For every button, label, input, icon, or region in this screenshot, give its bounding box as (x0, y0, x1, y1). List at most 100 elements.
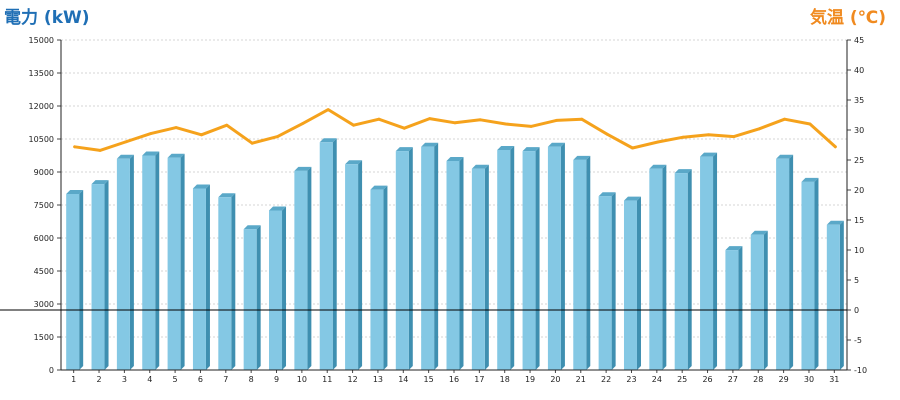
x-tick-label: 17 (474, 375, 484, 384)
temperature-point (377, 117, 381, 121)
bar-top (700, 152, 718, 157)
temperature-point (504, 122, 508, 126)
bar-top (649, 164, 667, 169)
bar-top (218, 193, 236, 198)
x-tick-label: 15 (424, 375, 434, 384)
x-tick-label: 13 (373, 375, 383, 384)
bar-top (269, 206, 287, 211)
bar (674, 173, 688, 370)
bar-side (256, 225, 261, 370)
bar (547, 146, 561, 370)
bar (218, 197, 232, 370)
x-tick-label: 2 (96, 375, 101, 384)
bar-top (826, 220, 844, 225)
bar-side (205, 184, 210, 370)
x-tick-label: 20 (550, 375, 560, 384)
temperature-point (529, 125, 533, 128)
left-tick-label: 4500 (34, 267, 54, 276)
bar (91, 184, 105, 370)
left-tick-label: 9000 (34, 168, 54, 177)
bar-top (776, 154, 794, 159)
bar-top (725, 246, 743, 251)
bar (116, 158, 130, 370)
bar (750, 234, 764, 370)
x-tick-label: 11 (322, 375, 332, 384)
bar-top (446, 157, 464, 161)
x-tick-label: 6 (198, 375, 203, 384)
bar-side (180, 153, 185, 370)
left-tick-label: 1500 (34, 333, 54, 342)
bar-side (79, 190, 84, 370)
temperature-point (200, 133, 203, 137)
x-tick-label: 27 (728, 375, 738, 384)
x-tick-label: 19 (525, 375, 535, 384)
bar-side (560, 142, 565, 370)
bar-side (510, 146, 515, 370)
temperature-point (732, 135, 736, 139)
left-tick-label: 12000 (29, 102, 54, 111)
bar-top (801, 177, 819, 182)
bar-top (294, 166, 312, 171)
x-tick-label: 5 (173, 375, 178, 384)
temperature-point (98, 149, 102, 152)
x-tick-label: 30 (804, 375, 814, 384)
left-tick-label: 0 (49, 366, 54, 375)
bar-top (623, 196, 641, 201)
bar-side (358, 160, 363, 370)
temperature-point (605, 132, 609, 136)
x-tick-label: 14 (398, 375, 408, 384)
bar (649, 168, 663, 370)
left-tick-label: 3000 (34, 300, 54, 309)
temperature-point (833, 145, 837, 149)
bar-side (713, 152, 718, 370)
bar-side (687, 169, 692, 370)
x-tick-label: 21 (576, 375, 586, 384)
bar-top (345, 160, 363, 165)
temperature-line (73, 108, 837, 152)
bar (319, 142, 333, 370)
bar-top (750, 230, 768, 235)
bar-top (522, 147, 540, 152)
left-tick-label: 15000 (29, 36, 54, 45)
bar (700, 156, 714, 370)
x-tick-label: 8 (249, 375, 254, 384)
bar (395, 151, 409, 370)
bar-side (814, 177, 819, 370)
temperature-point (73, 145, 77, 149)
temperature-point (478, 118, 482, 122)
bar-side (332, 138, 337, 370)
temperature-point (352, 123, 355, 127)
left-axis-title: 電力 (kW) (4, 8, 90, 28)
x-tick-label: 29 (779, 375, 789, 384)
temperature-point (631, 146, 634, 150)
bar-top (497, 146, 515, 150)
temperature-point (681, 135, 685, 139)
bar-top (66, 190, 84, 194)
temperature-point (707, 133, 710, 137)
bar-top (547, 142, 565, 147)
bar-side (839, 220, 844, 370)
bar-side (789, 154, 794, 370)
bar (269, 210, 283, 370)
right-tick-label: 10 (854, 246, 864, 255)
x-tick-label: 12 (347, 375, 357, 384)
bar (471, 168, 485, 370)
bar (801, 181, 815, 370)
right-tick-label: 45 (854, 36, 864, 45)
bar-side (155, 151, 160, 370)
temperature-point (402, 126, 406, 130)
temperature-point (250, 141, 254, 145)
bar-top (598, 192, 616, 197)
right-tick-label: 30 (854, 126, 864, 135)
bar-top (142, 151, 160, 156)
bar-side (763, 230, 768, 370)
bar-side (484, 164, 489, 370)
right-tick-label: 40 (854, 66, 864, 75)
bar-top (674, 169, 692, 174)
bar (345, 164, 359, 370)
bar (573, 159, 587, 370)
bar (167, 157, 181, 370)
x-tick-label: 26 (702, 375, 712, 384)
